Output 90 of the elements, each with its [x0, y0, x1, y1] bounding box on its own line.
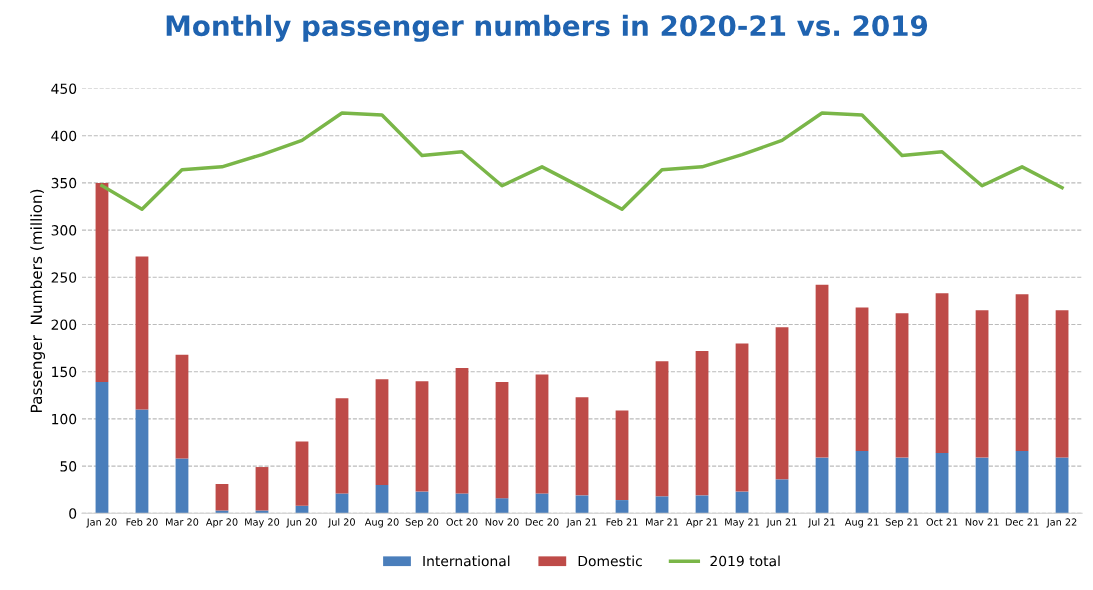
bar — [255, 467, 269, 511]
y-tick-label: 350 — [51, 177, 77, 189]
bar — [895, 313, 909, 458]
x-tick-label: Mar 20 — [166, 518, 199, 526]
bar — [695, 350, 709, 496]
bar — [775, 327, 789, 480]
x-tick-label: Mar 21 — [646, 518, 679, 526]
bar — [735, 343, 749, 492]
bar — [975, 310, 989, 458]
bar — [575, 495, 589, 514]
bar — [95, 182, 109, 383]
bar — [895, 457, 909, 514]
y-tick-label: 250 — [51, 272, 77, 283]
x-tick-label: Jul 20 — [327, 518, 355, 528]
bar — [815, 284, 829, 458]
x-tick-label: Aug 21 — [844, 518, 879, 528]
bar — [255, 510, 269, 514]
y-tick-label: 0 — [69, 508, 77, 519]
bar — [135, 256, 149, 410]
bar — [935, 293, 949, 453]
x-tick-label: May 21 — [725, 518, 759, 528]
y-tick-label: 300 — [51, 225, 77, 236]
bar — [935, 452, 949, 514]
legend-label: International — [423, 555, 510, 567]
x-tick-label: Nov 20 — [485, 518, 519, 526]
y-tick-label: 100 — [52, 413, 77, 425]
x-tick-label: Apr 20 — [205, 518, 238, 528]
x-tick-label: Nov 21 — [965, 518, 999, 526]
x-tick-label: Jun 20 — [286, 518, 317, 528]
x-tick-label: Sep 20 — [405, 518, 439, 528]
x-tick-label: Feb 21 — [606, 518, 638, 526]
bar — [415, 491, 429, 514]
bar — [855, 451, 869, 514]
bar — [535, 493, 549, 514]
bar — [1055, 457, 1069, 514]
bar — [615, 410, 629, 501]
bar — [175, 458, 189, 514]
legend-label: 2019 total — [710, 555, 780, 567]
bar — [815, 457, 829, 514]
bar — [495, 498, 509, 514]
y-tick-label: 150 — [52, 366, 77, 378]
bar — [975, 457, 989, 514]
x-tick-label: Dec 21 — [1005, 518, 1039, 526]
bar — [455, 493, 469, 514]
bar — [135, 409, 149, 514]
bar — [855, 307, 869, 451]
x-tick-label: Jun 21 — [766, 518, 797, 528]
x-tick-label: Jul 21 — [807, 518, 835, 528]
legend-label: Domestic — [578, 555, 642, 567]
x-tick-label: Jan 21 — [566, 518, 597, 528]
x-tick-label: Dec 20 — [525, 518, 559, 526]
bar — [1055, 310, 1069, 458]
bar — [455, 367, 469, 494]
line-series — [100, 111, 1064, 212]
bar — [655, 361, 669, 497]
bar — [215, 484, 229, 511]
bar — [1015, 451, 1029, 514]
bar — [335, 493, 349, 514]
chart-title: Monthly passenger numbers in 2020-21 vs. 2019 — [166, 14, 928, 42]
bar — [295, 441, 309, 506]
bar — [175, 354, 189, 459]
y-axis-title: Passenger Numbers (million) — [30, 189, 46, 412]
bar — [415, 381, 429, 492]
x-tick-label: Oct 21 — [926, 518, 958, 526]
x-tick-label: Feb 20 — [126, 518, 158, 526]
y-tick-label: 400 — [51, 130, 77, 142]
x-tick-label: Aug 20 — [364, 518, 399, 528]
bar — [695, 495, 709, 514]
bar — [215, 510, 229, 514]
bar — [615, 500, 629, 514]
bar — [735, 491, 749, 514]
x-tick-label: Oct 20 — [446, 518, 478, 526]
bar — [335, 398, 349, 494]
x-tick-label: Sep 21 — [885, 518, 919, 528]
y-tick-label: 450 — [51, 83, 77, 94]
bar — [1015, 294, 1029, 451]
bar — [775, 479, 789, 514]
y-tick-label: 50 — [60, 461, 77, 472]
bar — [655, 496, 669, 514]
x-tick-label: Jan 20 — [86, 518, 117, 528]
bar — [535, 374, 549, 494]
bar — [375, 484, 389, 514]
y-tick-label: 200 — [51, 319, 77, 330]
x-tick-label: Jan 22 — [1046, 518, 1077, 528]
bar — [95, 382, 109, 514]
x-tick-label: Apr 21 — [685, 518, 718, 528]
bar — [375, 379, 389, 485]
bar — [495, 382, 509, 499]
bar — [575, 397, 589, 496]
x-tick-label: May 20 — [245, 518, 280, 528]
